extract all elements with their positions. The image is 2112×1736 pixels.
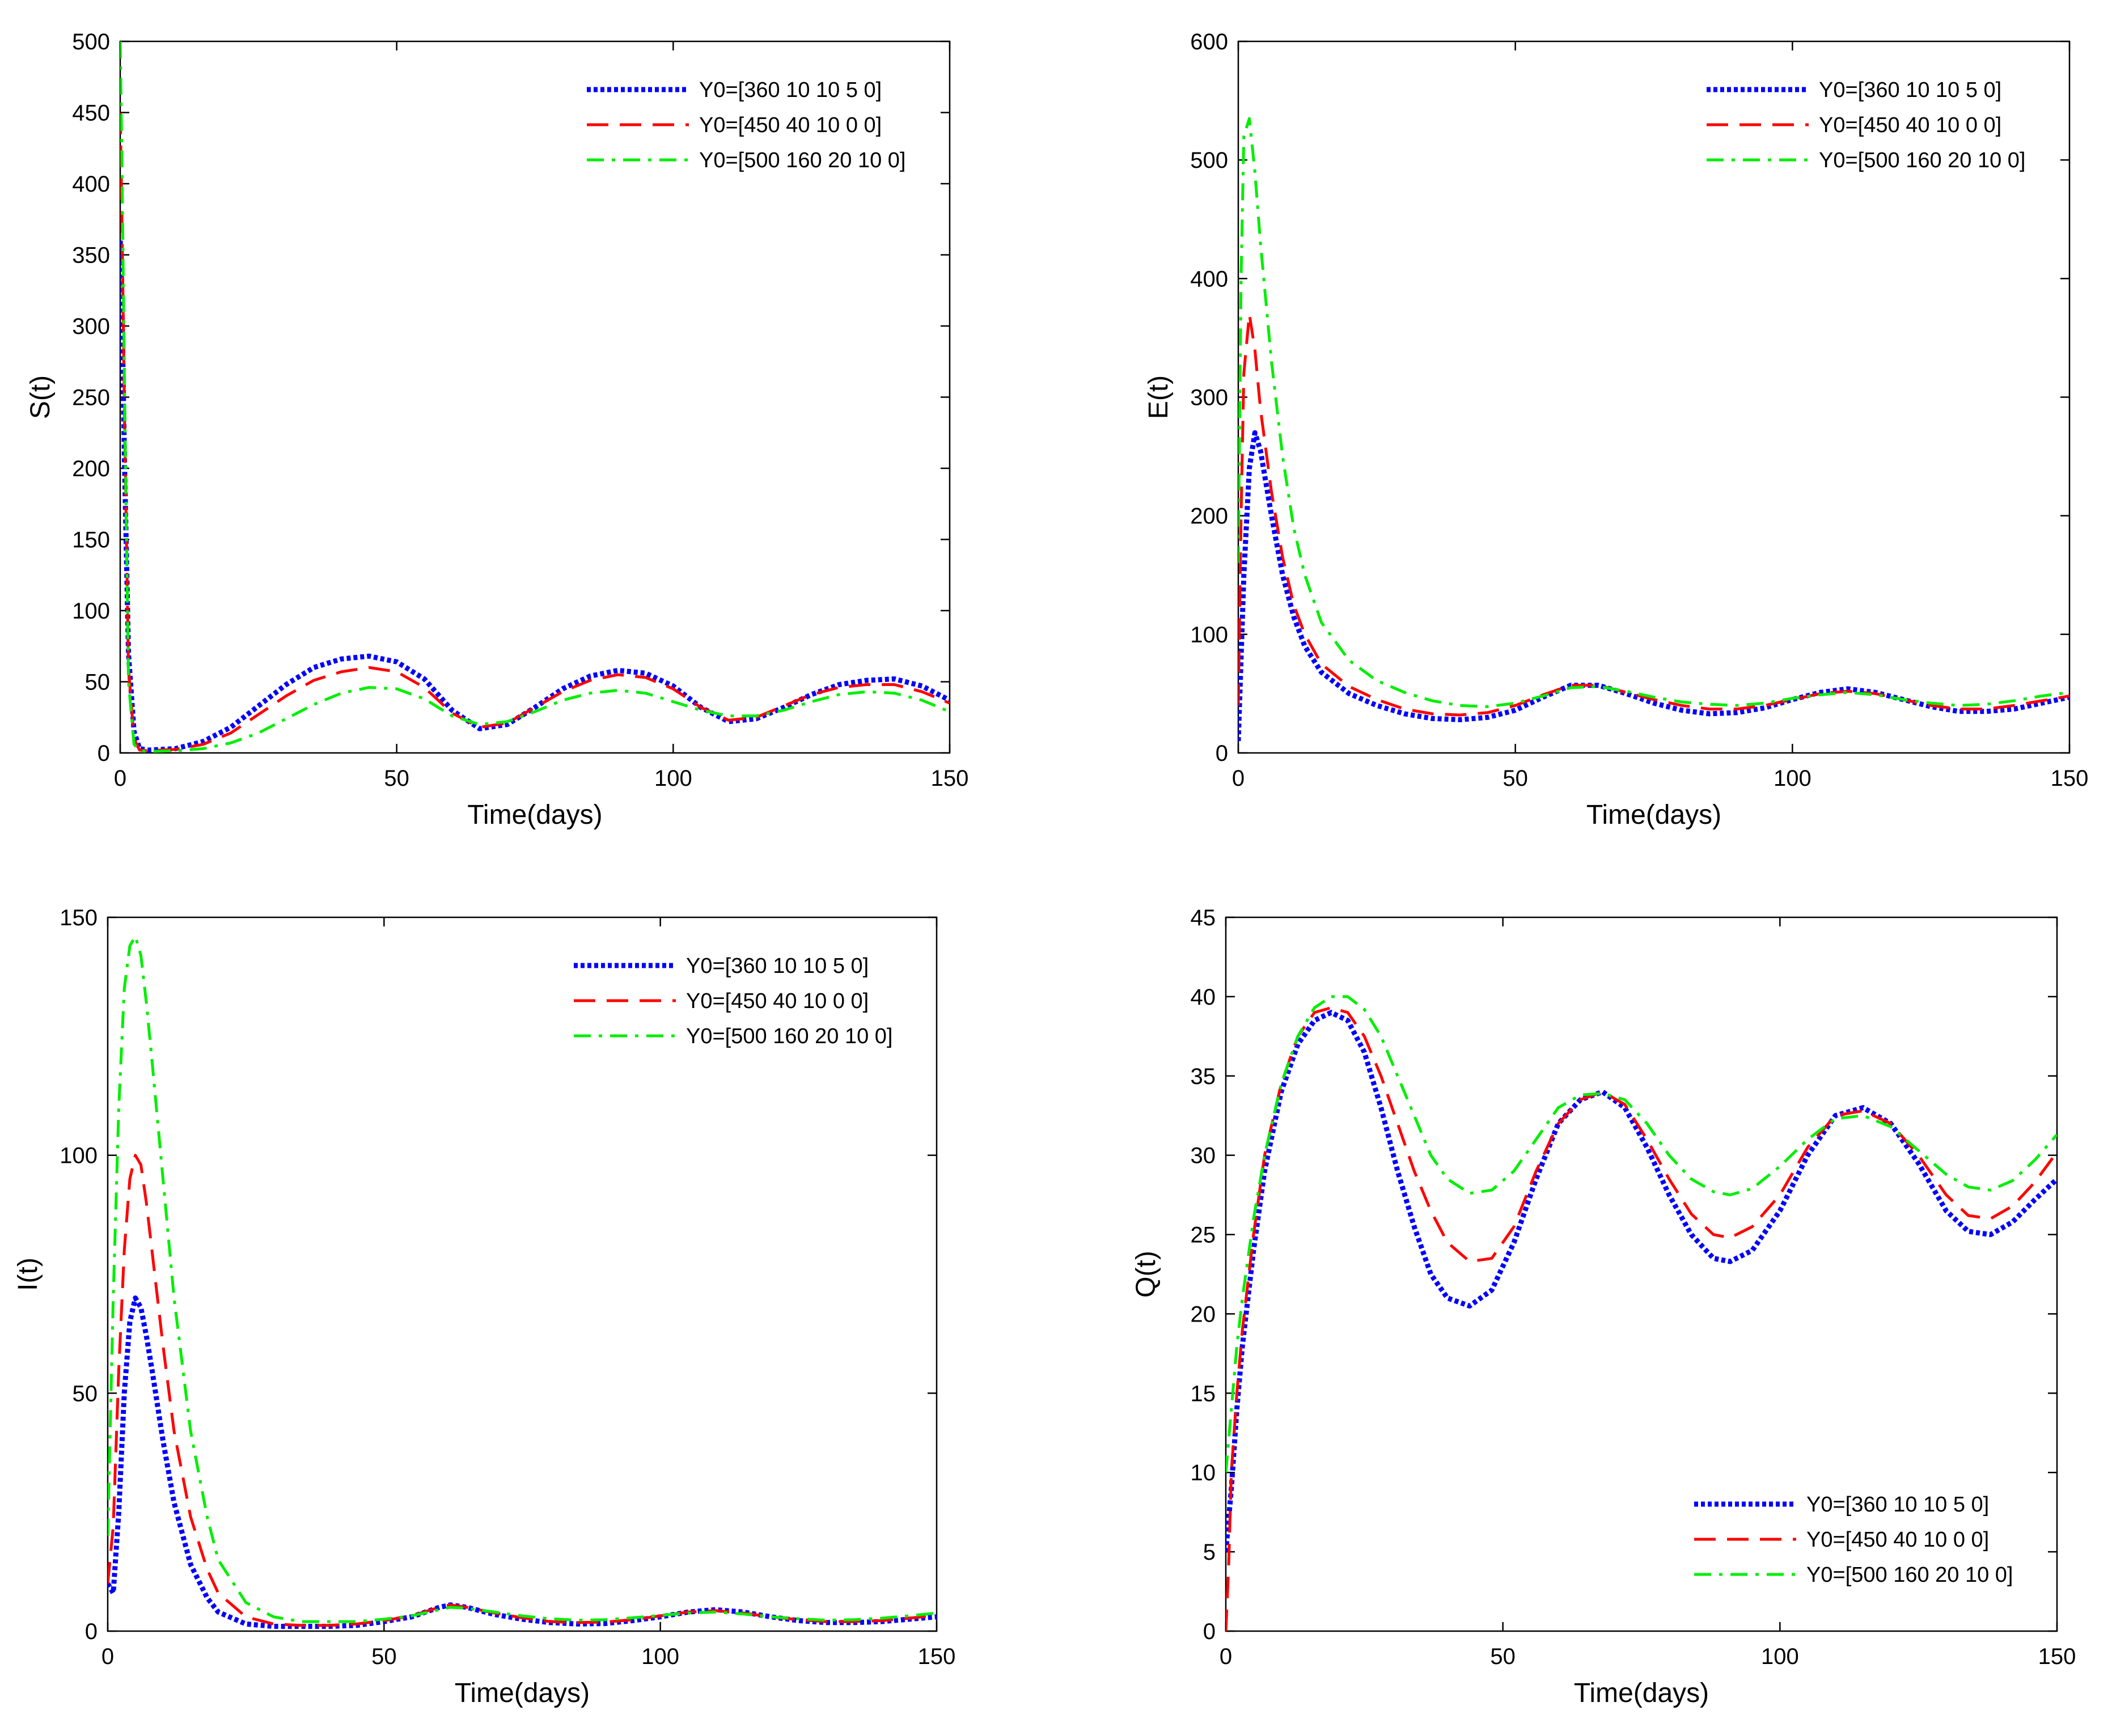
legend-label: Y0=[500 160 20 10 0] xyxy=(699,149,906,172)
x-tick-label: 50 xyxy=(1490,1644,1516,1669)
legend-label: Y0=[450 40 10 0 0] xyxy=(1819,113,2001,137)
x-tick-label: 0 xyxy=(1232,766,1245,791)
chart-I-legend: Y0=[360 10 10 5 0] Y0=[450 40 10 0 0] Y0=[… xyxy=(574,954,893,1048)
chart-Q-axes-box xyxy=(1225,916,2058,1632)
x-tick-label: 150 xyxy=(2038,1644,2076,1669)
y-tick-label: 0 xyxy=(98,741,110,766)
series-line-1 xyxy=(1226,1010,2057,1552)
y-tick-label: 500 xyxy=(72,29,110,54)
series-line-3 xyxy=(1226,995,2057,1473)
chart-E-legend: Y0=[360 10 10 5 0] Y0=[450 40 10 0 0] Y0=[… xyxy=(1707,78,2026,172)
chart-I-panel: 0 50 100 150 0 50 100 150 Time(days) I(t) Y0=[360 … xyxy=(13,905,955,1708)
y-tick-label: 35 xyxy=(1191,1064,1216,1089)
x-axis-label: Time(days) xyxy=(1586,800,1721,830)
y-tick-label: 30 xyxy=(1191,1144,1216,1168)
x-tick-label: 50 xyxy=(1502,766,1528,791)
y-tick-label: 200 xyxy=(1190,504,1228,529)
series-line-3 xyxy=(1238,117,2069,708)
series-line-1 xyxy=(120,240,950,753)
x-tick-label: 50 xyxy=(371,1644,397,1669)
x-tick-label: 150 xyxy=(918,1644,956,1669)
y-tick-label: 350 xyxy=(72,243,110,268)
series-line-1 xyxy=(1238,430,2069,742)
chart-E-panel: 0 50 100 150 0 100 200 300 400 500 600 Time(days) E(… xyxy=(1144,29,2088,830)
y-tick-label: 50 xyxy=(73,1381,98,1406)
x-tick-label: 150 xyxy=(931,766,969,791)
y-tick-label: 400 xyxy=(72,172,110,197)
chart-I-axes-box xyxy=(107,916,938,1632)
x-tick-label: 100 xyxy=(1761,1644,1799,1669)
x-tick-label: 150 xyxy=(2051,766,2089,791)
series-line-2 xyxy=(1238,312,2069,717)
y-tick-label: 40 xyxy=(1191,985,1216,1010)
series-line-3 xyxy=(120,41,950,753)
series-line-1 xyxy=(108,1295,937,1629)
y-tick-label: 50 xyxy=(85,670,111,695)
y-tick-label: 45 xyxy=(1191,905,1216,930)
x-axis-label: Time(days) xyxy=(467,800,602,830)
y-tick-label: 15 xyxy=(1191,1381,1216,1406)
chart-Q-legend: Y0=[360 10 10 5 0] Y0=[450 40 10 0 0] Y0=[… xyxy=(1694,1493,2013,1587)
x-tick-label: 100 xyxy=(1774,766,1812,791)
y-tick-label: 5 xyxy=(1203,1540,1216,1565)
legend-label: Y0=[360 10 10 5 0] xyxy=(699,78,882,102)
y-tick-label: 20 xyxy=(1191,1302,1216,1327)
x-tick-label: 50 xyxy=(384,766,409,791)
legend-label: Y0=[500 160 20 10 0] xyxy=(1806,1563,2013,1587)
x-tick-label: 0 xyxy=(114,766,126,791)
legend-label: Y0=[360 10 10 5 0] xyxy=(686,954,869,978)
y-tick-label: 600 xyxy=(1190,29,1228,54)
chart-Q-panel: 0 50 100 150 0 5 10 15 20 25 30 35 40 45 Time(days) Q(t… xyxy=(1131,905,2076,1708)
y-tick-label: 100 xyxy=(72,599,110,624)
y-tick-label: 10 xyxy=(1191,1460,1216,1485)
legend-label: Y0=[360 10 10 5 0] xyxy=(1819,78,2001,102)
legend-label: Y0=[360 10 10 5 0] xyxy=(1806,1493,1989,1517)
y-tick-label: 150 xyxy=(60,905,98,930)
y-tick-label: 25 xyxy=(1191,1223,1216,1248)
y-tick-label: 300 xyxy=(72,314,110,339)
y-tick-label: 150 xyxy=(72,528,110,553)
y-tick-label: 500 xyxy=(1190,148,1228,173)
x-axis-label: Time(days) xyxy=(1574,1678,1709,1708)
y-tick-label: 100 xyxy=(60,1144,98,1168)
y-tick-label: 300 xyxy=(1190,386,1228,410)
x-tick-label: 0 xyxy=(101,1644,114,1669)
x-axis-label: Time(days) xyxy=(455,1678,590,1708)
series-line-3 xyxy=(108,935,937,1623)
y-tick-label: 450 xyxy=(72,101,110,126)
y-tick-label: 0 xyxy=(85,1619,98,1644)
y-tick-label: 400 xyxy=(1190,266,1228,291)
chart-S-panel: 0 50 100 150 0 50 100 150 200 250 300 350 400 450 500 T… xyxy=(26,29,968,830)
y-axis-label: Q(t) xyxy=(1131,1251,1161,1298)
y-axis-label: I(t) xyxy=(13,1257,43,1291)
y-tick-label: 200 xyxy=(72,456,110,481)
chart-S-legend: Y0=[360 10 10 5 0] Y0=[450 40 10 0 0] Y0=[… xyxy=(587,78,906,172)
legend-label: Y0=[450 40 10 0 0] xyxy=(1806,1528,1989,1552)
y-tick-label: 100 xyxy=(1190,623,1228,647)
y-axis-label: E(t) xyxy=(1144,375,1174,419)
legend-label: Y0=[450 40 10 0 0] xyxy=(686,989,869,1013)
x-tick-label: 100 xyxy=(654,766,692,791)
legend-label: Y0=[450 40 10 0 0] xyxy=(699,113,882,137)
y-tick-label: 0 xyxy=(1203,1619,1216,1644)
series-line-2 xyxy=(108,1154,937,1627)
legend-label: Y0=[500 160 20 10 0] xyxy=(686,1024,893,1048)
y-tick-label: 0 xyxy=(1216,741,1228,766)
x-tick-label: 0 xyxy=(1220,1644,1232,1669)
x-tick-label: 100 xyxy=(641,1644,679,1669)
y-axis-label: S(t) xyxy=(26,375,56,419)
y-tick-label: 250 xyxy=(72,386,110,410)
series-line-2 xyxy=(120,112,950,752)
legend-label: Y0=[500 160 20 10 0] xyxy=(1819,149,2026,172)
